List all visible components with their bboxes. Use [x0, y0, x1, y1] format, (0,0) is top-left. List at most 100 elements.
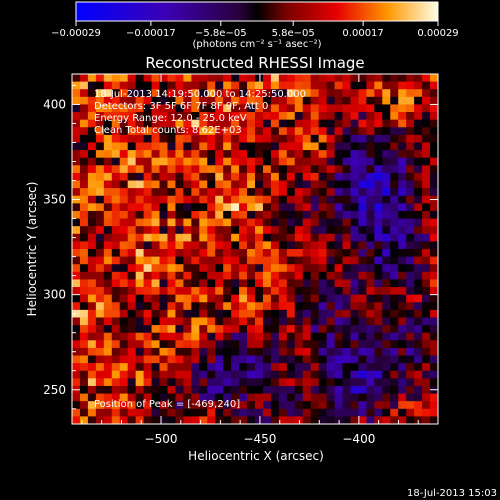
heatmap-cell [406, 158, 415, 166]
heatmap-cell [390, 211, 399, 219]
heatmap-cell [406, 401, 415, 409]
heatmap-cell [255, 378, 264, 386]
heatmap-cell [303, 257, 312, 265]
heatmap-cell [247, 333, 256, 341]
heatmap-cell [382, 371, 391, 379]
heatmap-cell [255, 165, 264, 173]
heatmap-cell [271, 371, 280, 379]
heatmap-cell [358, 226, 367, 234]
heatmap-cell [152, 74, 161, 82]
heatmap-cell [382, 386, 391, 394]
heatmap-cell [239, 219, 248, 227]
heatmap-cell [144, 356, 153, 364]
heatmap-cell [335, 333, 344, 341]
heatmap-cell [120, 356, 129, 364]
heatmap-cell [231, 188, 240, 196]
heatmap-cell [112, 416, 121, 424]
heatmap-cell [255, 272, 264, 280]
heatmap-cell [366, 127, 375, 135]
heatmap-cell [160, 409, 169, 417]
heatmap-cell [295, 272, 304, 280]
heatmap-cell [175, 340, 184, 348]
heatmap-cell [191, 241, 200, 249]
heatmap-cell [398, 272, 407, 280]
heatmap-cell [263, 287, 272, 295]
heatmap-cell [191, 158, 200, 166]
heatmap-cell [319, 89, 328, 97]
heatmap-cell [422, 287, 431, 295]
heatmap-cell [366, 203, 375, 211]
heatmap-cell [215, 272, 224, 280]
heatmap-cell [406, 219, 415, 227]
heatmap-cell [366, 181, 375, 189]
heatmap-cell [311, 104, 320, 112]
heatmap-cell [104, 409, 113, 417]
heatmap-cell [72, 333, 81, 341]
heatmap-cell [319, 203, 328, 211]
heatmap-cell [303, 196, 312, 204]
heatmap-cell [223, 317, 232, 325]
heatmap-cell [406, 188, 415, 196]
heatmap-cell [239, 234, 248, 242]
heatmap-cell [215, 325, 224, 333]
heatmap-cell [422, 150, 431, 158]
heatmap-cell [271, 386, 280, 394]
heatmap-cell [112, 348, 121, 356]
heatmap-cell [430, 241, 439, 249]
heatmap-cell [295, 348, 304, 356]
heatmap-cell [406, 295, 415, 303]
heatmap-cell [136, 416, 145, 424]
heatmap-cell [390, 188, 399, 196]
heatmap-cell [263, 272, 272, 280]
heatmap-cell [183, 287, 192, 295]
heatmap-cell [271, 333, 280, 341]
heatmap-cell [287, 340, 296, 348]
heatmap-cell [167, 150, 176, 158]
heatmap-cell [96, 188, 105, 196]
heatmap-cell [223, 226, 232, 234]
x-tick-label: −500 [145, 432, 178, 446]
heatmap-cell [199, 158, 208, 166]
heatmap-cell [104, 287, 113, 295]
heatmap-cell [255, 219, 264, 227]
heatmap-cell [247, 302, 256, 310]
heatmap-cell [88, 241, 97, 249]
heatmap-cell [279, 173, 288, 181]
heatmap-cell [343, 89, 352, 97]
heatmap-cell [295, 310, 304, 318]
heatmap-cell [327, 333, 336, 341]
heatmap-cell [160, 241, 169, 249]
heatmap-cell [366, 333, 375, 341]
heatmap-cell [167, 181, 176, 189]
heatmap-cell [72, 378, 81, 386]
heatmap-cell [112, 211, 121, 219]
heatmap-cell [112, 264, 121, 272]
heatmap-cell [80, 409, 89, 417]
heatmap-cell [398, 89, 407, 97]
heatmap-cell [175, 226, 184, 234]
heatmap-cell [239, 333, 248, 341]
heatmap-cell [279, 74, 288, 82]
heatmap-cell [175, 150, 184, 158]
heatmap-cell [414, 226, 423, 234]
heatmap-cell [406, 74, 415, 82]
heatmap-cell [374, 181, 383, 189]
heatmap-cell [263, 264, 272, 272]
heatmap-cell [311, 219, 320, 227]
heatmap-cell [128, 249, 137, 257]
heatmap-cell [295, 363, 304, 371]
heatmap-cell [199, 188, 208, 196]
heatmap-cell [271, 181, 280, 189]
heatmap-cell [183, 188, 192, 196]
heatmap-cell [255, 333, 264, 341]
heatmap-cell [343, 333, 352, 341]
heatmap-cell [398, 219, 407, 227]
heatmap-cell [231, 165, 240, 173]
heatmap-cell [382, 249, 391, 257]
heatmap-cell [398, 135, 407, 143]
heatmap-cell [247, 165, 256, 173]
heatmap-cell [215, 295, 224, 303]
heatmap-cell [366, 340, 375, 348]
heatmap-cell [430, 356, 439, 364]
heatmap-cell [136, 249, 145, 257]
